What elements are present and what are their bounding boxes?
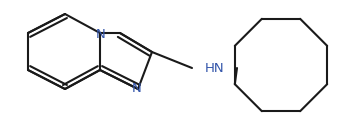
Text: HN: HN — [205, 62, 225, 75]
Text: N: N — [132, 81, 142, 94]
Text: N: N — [96, 27, 106, 40]
